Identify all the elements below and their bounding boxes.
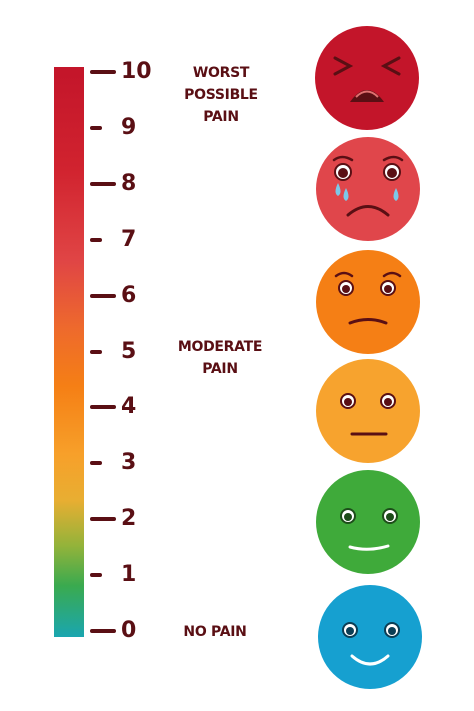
pain-gradient-bar [54, 67, 84, 637]
tick-label-8: 8 [121, 170, 137, 196]
tick-6 [90, 293, 116, 298]
no-pain-label: NO PAIN [183, 624, 247, 640]
tick-label-3: 3 [121, 450, 137, 476]
tick-8 [90, 181, 116, 186]
tick-label-2: 2 [121, 506, 137, 532]
tick-5 [90, 349, 102, 354]
tick-2 [90, 517, 116, 522]
tick-10 [90, 70, 116, 74]
tick-label-9: 9 [121, 114, 137, 140]
tick-label-5: 5 [121, 338, 137, 364]
tick-label-10: 10 [121, 59, 152, 84]
tick-9 [90, 125, 102, 130]
tick-label-7: 7 [121, 226, 137, 252]
tick-label-6: 6 [121, 282, 137, 308]
moderate-severe-pain-face [316, 250, 420, 354]
no-pain-face [318, 585, 422, 689]
tick-label-1: 1 [121, 562, 137, 588]
tick-label-0: 0 [121, 618, 137, 643]
tick-0 [90, 629, 116, 633]
moderate-pain-face [316, 359, 420, 463]
tick-7 [90, 237, 102, 242]
tick-1 [90, 573, 102, 578]
mild-pain-face [316, 470, 420, 574]
worst-possible-pain-label: WORST POSSIBLE PAIN [160, 62, 282, 128]
worst-label-line-1: WORST POSSIBLE [184, 65, 258, 103]
worst-pain-face [315, 26, 419, 130]
severe-pain-face [316, 137, 420, 241]
tick-4 [90, 405, 116, 410]
tick-label-4: 4 [121, 394, 137, 420]
tick-3 [90, 461, 102, 466]
worst-label-line-2: PAIN [203, 109, 239, 125]
moderate-pain-label: MODERATE PAIN [177, 339, 263, 377]
